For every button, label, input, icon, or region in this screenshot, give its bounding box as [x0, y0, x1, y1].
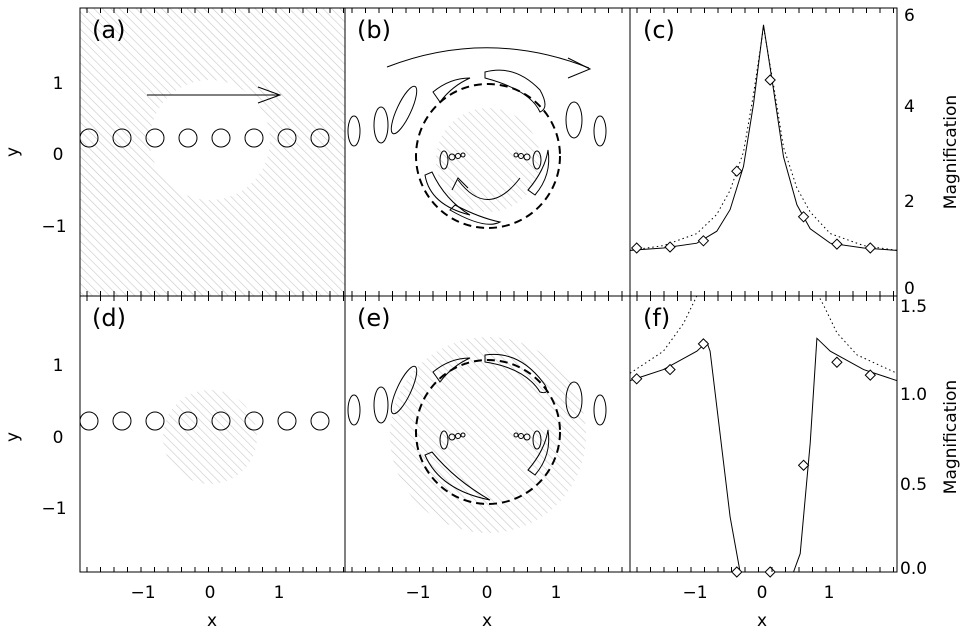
panel-f: (f)	[629, 295, 898, 578]
panel-f-diamond-marker	[664, 363, 676, 376]
panel-c-diamond-marker	[864, 242, 877, 254]
tick-marks	[86, 8, 894, 572]
panel-b-lensed-images	[347, 69, 607, 225]
left-y-axis-top: 1 0 −1 y	[3, 74, 67, 237]
panel-f-label: (f)	[643, 304, 670, 332]
right-axis-bottom: 1.5 1.0 0.5 0.0 Magnification	[900, 297, 961, 579]
panel-f-diamond-marker	[630, 373, 643, 385]
panel-b-top-arrow-head	[567, 57, 592, 79]
panel-f-diamond-marker	[731, 566, 743, 578]
panel-b-inner-arrow-head	[451, 177, 469, 191]
panel-f-plot	[630, 296, 897, 578]
panel-a-source-circles	[79, 128, 330, 148]
right-tick-label: 6	[904, 6, 915, 26]
panel-f-diamond-marker	[797, 459, 810, 471]
x-axis-label: x	[757, 611, 767, 631]
right-tick-label: 1.0	[900, 385, 927, 405]
y-tick-label: 0	[53, 145, 64, 165]
panel-b-einstein-ring	[415, 83, 561, 229]
panel-b-hatched-disk	[436, 108, 540, 212]
panel-c-diamond-marker	[797, 211, 810, 223]
y-tick-label: 1	[53, 356, 64, 376]
x-axis-panel-e: −1 0 1 x	[405, 583, 561, 631]
panel-c: (c)	[629, 7, 898, 297]
right-tick-label: 0.5	[900, 475, 927, 495]
x-axis-label: x	[482, 611, 492, 631]
panel-c-label: (c)	[643, 16, 675, 44]
y-tick-label: 0	[53, 428, 64, 448]
panel-e-einstein-ring	[415, 359, 561, 505]
panel-c-frame	[629, 7, 898, 297]
y-tick-label: 1	[53, 74, 64, 94]
right-tick-label: 2	[904, 192, 915, 212]
y-axis-label: y	[3, 147, 23, 157]
y-axis-label: y	[3, 432, 23, 442]
right-axis-label: Magnification	[941, 380, 961, 494]
x-tick-label: −1	[405, 583, 430, 603]
panel-f-diamond-marker	[764, 566, 776, 578]
x-axis-panel-f: −1 0 1 x	[682, 583, 834, 631]
panel-d-label: (d)	[92, 304, 126, 332]
panel-f-diamond-marker	[864, 369, 877, 381]
panel-f-solid-curve	[630, 337, 897, 572]
panel-c-diamond-marker	[630, 242, 643, 254]
panel-d-source-circles	[79, 411, 330, 431]
x-tick-label: 0	[757, 583, 768, 603]
right-tick-label: 0.0	[900, 559, 927, 579]
panel-c-diamond-marker	[664, 241, 676, 253]
panel-c-diamond-marker	[697, 235, 710, 247]
panel-b-top-arrow	[386, 47, 590, 69]
y-tick-label: −1	[41, 217, 66, 237]
panel-c-diamond-marker	[764, 74, 776, 86]
panel-a-arrow-head	[257, 86, 282, 104]
panel-e-hatched-disk	[390, 337, 586, 533]
right-tick-label: 0	[904, 279, 915, 299]
y-tick-label: −1	[41, 499, 66, 519]
x-tick-label: 1	[551, 583, 562, 603]
right-tick-label: 4	[904, 97, 915, 117]
x-tick-label: −1	[682, 583, 707, 603]
panel-d: (d)	[79, 295, 346, 573]
panel-a: (a)	[79, 7, 346, 297]
panel-c-plot	[630, 24, 897, 254]
x-tick-label: 0	[205, 583, 216, 603]
panel-c-diamond-marker	[731, 165, 743, 177]
x-axis-panel-d: −1 0 1 x	[130, 583, 284, 631]
panel-f-diamond-marker	[831, 356, 843, 368]
panel-d-hatched-disk	[163, 390, 257, 484]
x-tick-label: −1	[130, 583, 155, 603]
panel-f-frame	[629, 295, 898, 573]
x-axis-label: x	[207, 611, 217, 631]
x-tick-label: 0	[482, 583, 493, 603]
left-y-axis-bottom: 1 0 −1 y	[3, 356, 67, 519]
panel-b: (b)	[344, 7, 631, 297]
panel-b-inner-arrow	[457, 177, 521, 200]
panel-e: (e)	[344, 295, 631, 573]
panel-e-lensed-images	[347, 353, 607, 501]
panel-a-label: (a)	[92, 16, 125, 44]
x-tick-label: 1	[274, 583, 285, 603]
panel-a-lens-hole	[150, 80, 270, 200]
panel-c-diamond-marker	[831, 238, 843, 250]
right-tick-label: 1.5	[900, 297, 927, 317]
right-axis-top: 6 4 2 0 Magnification	[904, 6, 961, 299]
x-tick-label: 1	[824, 583, 835, 603]
panel-e-label: (e)	[357, 304, 391, 332]
panel-f-diamond-marker	[697, 338, 710, 350]
right-axis-label: Magnification	[941, 95, 961, 209]
panel-b-label: (b)	[357, 16, 391, 44]
